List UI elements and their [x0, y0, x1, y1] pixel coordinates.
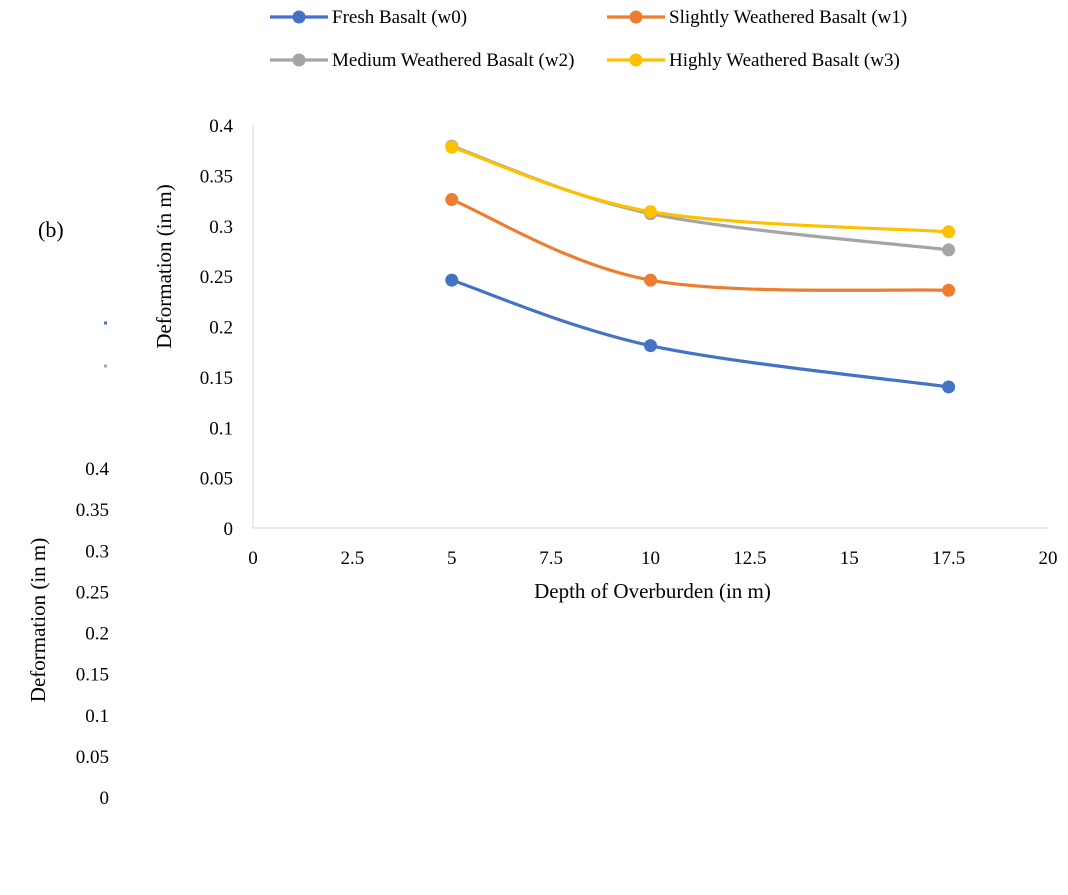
y-axis-title: Deformation (in m) — [152, 184, 176, 348]
y-tick-label: 0.25 — [200, 267, 233, 288]
x-tick-label: 17.5 — [932, 548, 965, 569]
y-tick-label: 0.1 — [209, 418, 233, 439]
background-y-tick-label: 0.25 — [76, 582, 109, 603]
x-tick-label: 0 — [248, 548, 258, 569]
data-point-slightly-weathered-basalt-w1 — [445, 193, 459, 207]
background-chart-artifact: Deformation (in m) 0 0.05 0.1 0.15 0.2 0.25 0.… — [26, 321, 110, 809]
legend-item-medium-weathered-basalt-w2: Medium Weathered Basalt (w2) — [270, 50, 574, 71]
legend-item-slightly-weathered-basalt-w1: Slightly Weathered Basalt (w1) — [607, 7, 907, 28]
legend-item-highly-weathered-basalt-w3: Highly Weathered Basalt (w3) — [607, 50, 900, 71]
x-tick-label: 7.5 — [539, 548, 563, 569]
y-tick-label: 0.3 — [209, 217, 233, 238]
x-tick-label: 20 — [1039, 548, 1058, 569]
series-line-highly-weathered-basalt-w3 — [450, 145, 951, 234]
background-y-axis-title: Deformation (in m) — [26, 538, 50, 702]
x-tick-label: 15 — [840, 548, 859, 569]
legend-label: Medium Weathered Basalt (w2) — [332, 50, 574, 71]
y-tick-label: 0.2 — [209, 318, 233, 339]
background-y-tick-label: 0.4 — [85, 459, 109, 480]
background-y-tick-label: 0 — [100, 788, 110, 809]
series-line-medium-weathered-basalt-w2 — [450, 144, 951, 252]
x-tick-label: 2.5 — [341, 548, 365, 569]
data-point-highly-weathered-basalt-w3 — [942, 225, 956, 239]
series-line-fresh-basalt-w0 — [450, 278, 951, 389]
legend-marker — [629, 10, 643, 24]
series-line-slightly-weathered-basalt-w1 — [450, 197, 951, 292]
data-point-highly-weathered-basalt-w3 — [445, 140, 459, 154]
background-marker-fragment — [104, 321, 107, 325]
background-y-tick-label: 0.3 — [85, 541, 109, 562]
data-point-medium-weathered-basalt-w2 — [942, 243, 956, 257]
background-y-tick-label: 0.2 — [85, 624, 109, 645]
legend: Fresh Basalt (w0) Slightly Weathered Basa… — [270, 7, 907, 71]
x-tick-label: 12.5 — [733, 548, 766, 569]
data-point-fresh-basalt-w0 — [644, 339, 657, 353]
background-marker-fragment — [104, 364, 107, 368]
data-point-slightly-weathered-basalt-w1 — [942, 283, 956, 297]
legend-marker — [292, 53, 306, 67]
plot-area: 0 2.5 5 7.5 10 12.5 15 17.5 20 0 0.05 0.1 0.15 0.2 0.… — [200, 116, 1058, 569]
background-y-tick-label: 0.15 — [76, 665, 109, 686]
y-tick-label: 0.15 — [200, 368, 233, 389]
x-tick-label: 5 — [447, 548, 457, 569]
data-point-highly-weathered-basalt-w3 — [644, 205, 657, 219]
data-point-slightly-weathered-basalt-w1 — [644, 273, 657, 287]
background-y-tick-label: 0.1 — [85, 706, 109, 727]
x-axis-title: Depth of Overburden (in m) — [534, 579, 771, 603]
panel-label: (b) — [38, 217, 64, 242]
background-y-tick-label: 0.05 — [76, 747, 109, 768]
legend-label: Slightly Weathered Basalt (w1) — [669, 7, 907, 28]
y-tick-label: 0.4 — [209, 116, 233, 137]
legend-item-fresh-basalt-w0: Fresh Basalt (w0) — [270, 7, 467, 28]
y-tick-label: 0 — [224, 519, 234, 540]
y-tick-label: 0.35 — [200, 166, 233, 187]
legend-label: Fresh Basalt (w0) — [332, 7, 467, 28]
legend-label: Highly Weathered Basalt (w3) — [669, 50, 900, 71]
legend-marker — [629, 53, 643, 67]
data-point-fresh-basalt-w0 — [445, 273, 459, 287]
background-y-tick-label: 0.35 — [76, 500, 109, 521]
x-tick-label: 10 — [641, 548, 660, 569]
legend-marker — [292, 10, 306, 24]
y-tick-label: 0.05 — [200, 469, 233, 490]
data-point-fresh-basalt-w0 — [942, 380, 956, 394]
